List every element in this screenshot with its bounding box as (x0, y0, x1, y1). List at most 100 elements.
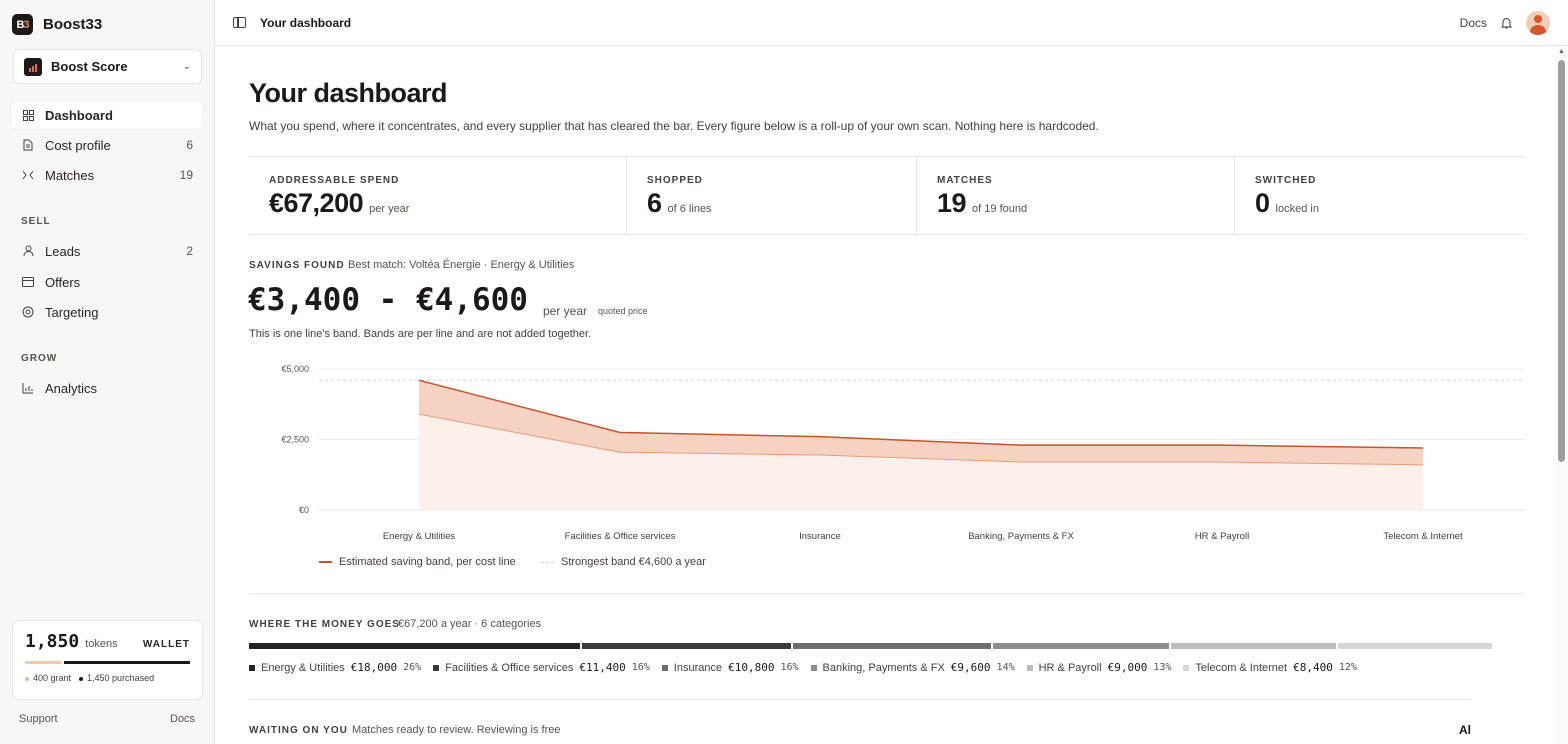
wallet-purchased-bar (64, 661, 190, 664)
category-amount: €9,600 (950, 661, 991, 674)
band-area (419, 380, 1423, 465)
sidebar-item-analytics[interactable]: Analytics (11, 374, 203, 402)
brand-name: Boost33 (43, 16, 103, 33)
wallet-progress (25, 661, 190, 664)
sidebar-item-targeting[interactable]: Targeting (11, 298, 203, 326)
legend-swatch (661, 664, 668, 671)
stat-shopped: SHOPPED 6 of 6 lines (626, 157, 916, 234)
sidebar-item-label: Cost profile (45, 137, 111, 153)
category-amount: €18,000 (350, 661, 398, 674)
category-name: HR & Payroll (1038, 661, 1102, 674)
legend-swatch (319, 561, 332, 563)
band-low-line (418, 413, 1424, 466)
scroll-up-icon[interactable]: ▲ (1558, 48, 1565, 55)
savings-per: per year (543, 304, 588, 318)
category-amount: €10,800 (728, 661, 775, 674)
docs-link-sidebar[interactable]: Docs (170, 713, 196, 725)
avatar[interactable] (1526, 10, 1550, 35)
category-percent: 26% (403, 662, 422, 673)
y-tick-label: €0 (299, 505, 309, 515)
scrollbar[interactable]: ▲ (1555, 46, 1568, 744)
category-name: Insurance (673, 661, 723, 674)
workspace-label: Boost Score (51, 59, 128, 74)
stat-value: €67,200 (269, 188, 364, 218)
sidebar-item-count: 2 (186, 244, 193, 258)
wallet-label: WALLET (142, 639, 190, 650)
card-icon (21, 275, 35, 289)
support-link[interactable]: Support (19, 713, 58, 725)
sidebar-item-count: 6 (186, 138, 193, 152)
wallet-grant: 400 grant (25, 673, 71, 683)
savings-note: This is one line's band. Bands are per l… (249, 328, 592, 340)
stat-label: SHOPPED (647, 175, 703, 186)
waiting-label: WAITING ON YOU (249, 725, 348, 736)
header-title: Your dashboard (260, 15, 352, 30)
workspace-switcher[interactable]: Boost Score ⌄ (13, 49, 202, 84)
stat-switched: SWITCHED 0 locked in (1234, 157, 1524, 234)
stat-label: MATCHES (937, 175, 993, 186)
x-tick-label: Facilities & Office services (565, 531, 676, 542)
sidebar-item-leads[interactable]: Leads 2 (11, 237, 203, 265)
page-title: Your dashboard (249, 78, 448, 108)
x-tick-label: Telecom & Internet (1383, 531, 1463, 542)
wallet-grant-bar (25, 661, 61, 664)
category-amount: €11,400 (579, 661, 626, 674)
category-amount: €9,000 (1107, 661, 1148, 674)
savings-band-chart: €0 €2,500 €5,000 Energy & Utilities Faciliti… (281, 364, 1524, 542)
x-tick-label: Energy & Utilities (383, 531, 456, 542)
stat-label: ADDRESSABLE SPEND (269, 175, 400, 186)
legend-swatch (541, 561, 554, 563)
legend-swatch (1183, 664, 1190, 671)
page-subtitle: What you spend, where it concentrates, a… (249, 119, 1099, 133)
top-header: Your dashboard Docs (215, 0, 1568, 46)
view-all-link[interactable]: Al (1459, 723, 1471, 737)
x-tick-label: Insurance (799, 531, 841, 542)
money-segment (1171, 643, 1336, 649)
sidebar-item-offers[interactable]: Offers (11, 268, 203, 296)
money-legend-item: Banking, Payments & FX €9,600 14% (810, 661, 1015, 674)
sidebar-item-cost-profile[interactable]: Cost profile 6 (11, 131, 203, 159)
stat-value: 6 (647, 188, 662, 218)
money-legend-item: HR & Payroll €9,000 13% (1026, 661, 1172, 674)
sidebar-item-label: Analytics (45, 380, 98, 396)
docs-link[interactable]: Docs (1459, 15, 1487, 30)
sidebar-item-matches[interactable]: Matches 19 (11, 161, 203, 189)
wallet-card[interactable]: 1,850 tokens WALLET 400 grant 1,450 purc… (12, 620, 203, 700)
legend-swatch (1026, 664, 1033, 671)
y-tick-label: €5,000 (281, 364, 309, 374)
legend-label: Strongest band €4,600 a year (561, 556, 706, 568)
category-name: Telecom & Internet (1195, 661, 1288, 674)
divider (249, 593, 1524, 594)
sidebar-item-label: Offers (45, 274, 81, 290)
wallet-amount: 1,850 (25, 631, 80, 652)
scrollbar-thumb[interactable] (1558, 60, 1565, 462)
category-percent: 12% (1338, 662, 1357, 673)
document-icon (21, 138, 35, 152)
money-subtitle: €67,200 a year · 6 categories (398, 618, 542, 630)
sidebar-item-label: Dashboard (45, 107, 113, 123)
stat-addressable-spend: ADDRESSABLE SPEND €67,200 per year (249, 157, 626, 234)
savings-best-match[interactable]: Best match: Voltéa Énergie · Energy & Ut… (348, 259, 575, 271)
sidebar-item-label: Matches (45, 167, 95, 183)
bell-icon[interactable] (1501, 17, 1512, 29)
legend-swatch (810, 664, 817, 671)
sidebar-item-label: Targeting (45, 304, 99, 320)
stat-suffix: of 19 found (972, 203, 1028, 215)
analytics-icon (21, 381, 35, 395)
savings-label: SAVINGS FOUND (249, 260, 345, 271)
sidebar-toggle-icon[interactable] (233, 17, 246, 28)
legend-saving-band: Estimated saving band, per cost line (319, 556, 516, 568)
chevron-down-icon: ⌄ (182, 61, 191, 72)
category-name: Facilities & Office services (445, 661, 574, 674)
sidebar-item-dashboard[interactable]: Dashboard (11, 101, 203, 129)
money-segment (793, 643, 991, 649)
legend-strongest-band: Strongest band €4,600 a year (541, 556, 706, 568)
x-tick-label: HR & Payroll (1195, 531, 1249, 542)
money-label: WHERE THE MONEY GOES (249, 619, 400, 630)
stat-value: 0 (1255, 188, 1270, 218)
category-percent: 13% (1153, 662, 1172, 673)
wallet-purchased: 1,450 purchased (79, 673, 154, 683)
